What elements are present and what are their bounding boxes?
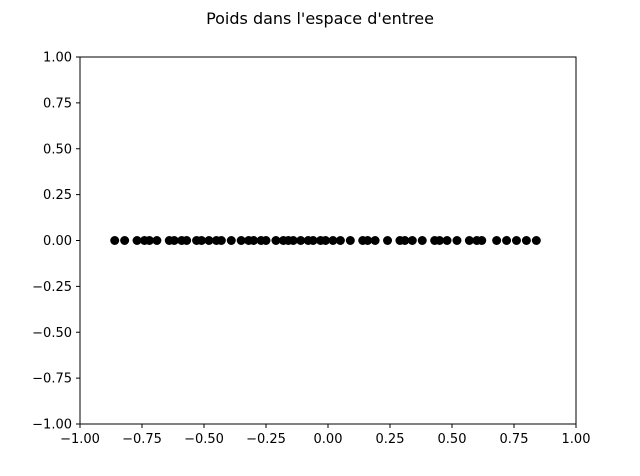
data-point (144, 236, 154, 245)
data-point (249, 236, 259, 245)
x-tick-label: 0.25 (376, 432, 405, 447)
data-point (169, 236, 179, 245)
data-point (335, 236, 345, 245)
data-point (477, 236, 487, 245)
data-point (400, 236, 410, 245)
data-point (321, 236, 331, 245)
data-point (197, 236, 207, 245)
data-point (271, 236, 281, 245)
x-tick-label: 0.50 (438, 432, 467, 447)
y-tick-label: 0.00 (43, 234, 72, 249)
data-point (120, 236, 130, 245)
data-point (370, 236, 380, 245)
data-point (152, 236, 162, 245)
y-tick-label: −0.75 (32, 372, 72, 387)
x-tick-label: 1.00 (562, 432, 591, 447)
data-point (511, 236, 521, 245)
data-point (442, 236, 452, 245)
data-point (407, 236, 417, 245)
x-tick-label: 0.75 (500, 432, 529, 447)
data-point (521, 236, 531, 245)
data-point (464, 236, 474, 245)
data-point (261, 236, 271, 245)
data-point (132, 236, 142, 245)
data-point (383, 236, 393, 245)
data-point (308, 236, 318, 245)
data-point (345, 236, 355, 245)
data-point (502, 236, 512, 245)
data-point (363, 236, 373, 245)
x-tick-label: −0.25 (246, 432, 286, 447)
x-tick-label: 0.00 (314, 432, 343, 447)
x-tick-label: −0.50 (184, 432, 224, 447)
data-point (328, 236, 338, 245)
axes-frame (79, 56, 577, 425)
y-tick-label: 0.50 (43, 142, 72, 157)
data-point (492, 236, 502, 245)
x-tick-label: −0.75 (122, 432, 162, 447)
y-tick-label: 1.00 (43, 51, 72, 66)
data-point (296, 236, 306, 245)
data-point (435, 236, 445, 245)
data-point (182, 236, 192, 245)
data-point (110, 236, 120, 245)
x-tick-label: −1.00 (60, 432, 100, 447)
y-tick-label: 0.75 (43, 96, 72, 111)
data-point (417, 236, 427, 245)
chart-title: Poids dans l'espace d'entree (206, 9, 434, 28)
y-tick-label: −0.25 (32, 280, 72, 295)
y-tick-label: −0.50 (32, 326, 72, 341)
y-tick-label: 0.25 (43, 188, 72, 203)
data-point (204, 236, 214, 245)
data-points (110, 236, 541, 245)
data-point (226, 236, 236, 245)
data-point (216, 236, 226, 245)
data-point (452, 236, 462, 245)
y-tick-label: −1.00 (32, 418, 72, 433)
data-point (236, 236, 246, 245)
axis-ticks: −1.00 −0.75 −0.50 −0.25 0.00 0.25 0.50 0.75 1.00… (32, 51, 590, 448)
data-point (531, 236, 541, 245)
data-point (288, 236, 298, 245)
